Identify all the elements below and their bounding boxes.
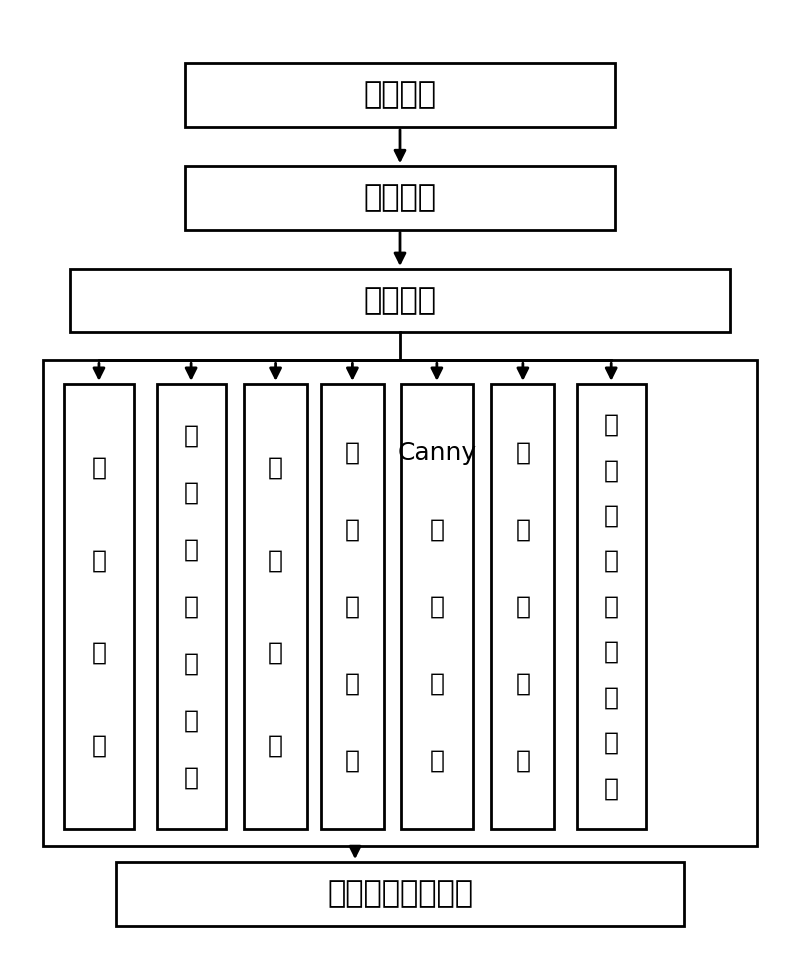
Text: 膨: 膨 (345, 671, 360, 696)
Text: 茎: 茎 (604, 413, 618, 437)
Text: 波: 波 (91, 734, 106, 758)
Bar (321, 383, 384, 829)
Text: 自: 自 (184, 423, 198, 448)
Text: 图像处理: 图像处理 (363, 286, 437, 315)
Text: 边: 边 (430, 518, 444, 542)
Bar (157, 383, 226, 829)
Bar (64, 383, 134, 829)
Text: 径: 径 (604, 549, 618, 573)
Text: 检: 检 (430, 671, 444, 696)
Text: 学: 学 (515, 595, 530, 619)
Text: 值: 值 (604, 685, 618, 709)
Text: 生: 生 (268, 641, 283, 665)
Bar (401, 383, 473, 829)
Text: 格式转换: 格式转换 (363, 183, 437, 212)
Text: 缘: 缘 (430, 595, 444, 619)
Text: 形: 形 (345, 441, 360, 465)
Bar (116, 862, 684, 925)
Text: 中: 中 (91, 455, 106, 480)
Bar (185, 166, 615, 230)
Text: 计: 计 (604, 731, 618, 755)
Bar (244, 383, 307, 829)
Text: 长: 长 (268, 734, 283, 758)
Bar (43, 360, 757, 847)
Text: 区: 区 (268, 455, 283, 480)
Text: 适: 适 (184, 481, 198, 504)
Text: 态: 态 (345, 518, 360, 542)
Text: 背: 背 (184, 595, 198, 619)
Text: 测: 测 (430, 748, 444, 773)
Text: 算: 算 (604, 776, 618, 801)
Text: 割: 割 (184, 766, 198, 790)
Text: 直: 直 (604, 504, 618, 527)
Text: 茎杆直径数据显示: 茎杆直径数据显示 (327, 880, 473, 908)
Text: 实: 实 (604, 595, 618, 619)
Text: 景: 景 (184, 652, 198, 675)
Bar (185, 63, 615, 126)
Text: 胀: 胀 (345, 748, 360, 773)
Text: 滤: 滤 (91, 641, 106, 665)
Bar (577, 383, 646, 829)
Text: 形: 形 (515, 441, 530, 465)
Text: 图像采集: 图像采集 (363, 81, 437, 110)
Text: 应: 应 (184, 537, 198, 561)
Text: 细: 细 (515, 671, 530, 696)
Text: 化: 化 (515, 748, 530, 773)
Text: 态: 态 (515, 518, 530, 542)
Text: 杆: 杆 (604, 458, 618, 483)
Text: 际: 际 (604, 640, 618, 664)
Bar (491, 383, 554, 829)
Text: Canny: Canny (398, 441, 477, 465)
Text: 值: 值 (91, 548, 106, 572)
Text: 学: 学 (345, 595, 360, 619)
Text: 分: 分 (184, 708, 198, 733)
Bar (70, 269, 730, 333)
Text: 域: 域 (268, 548, 283, 572)
